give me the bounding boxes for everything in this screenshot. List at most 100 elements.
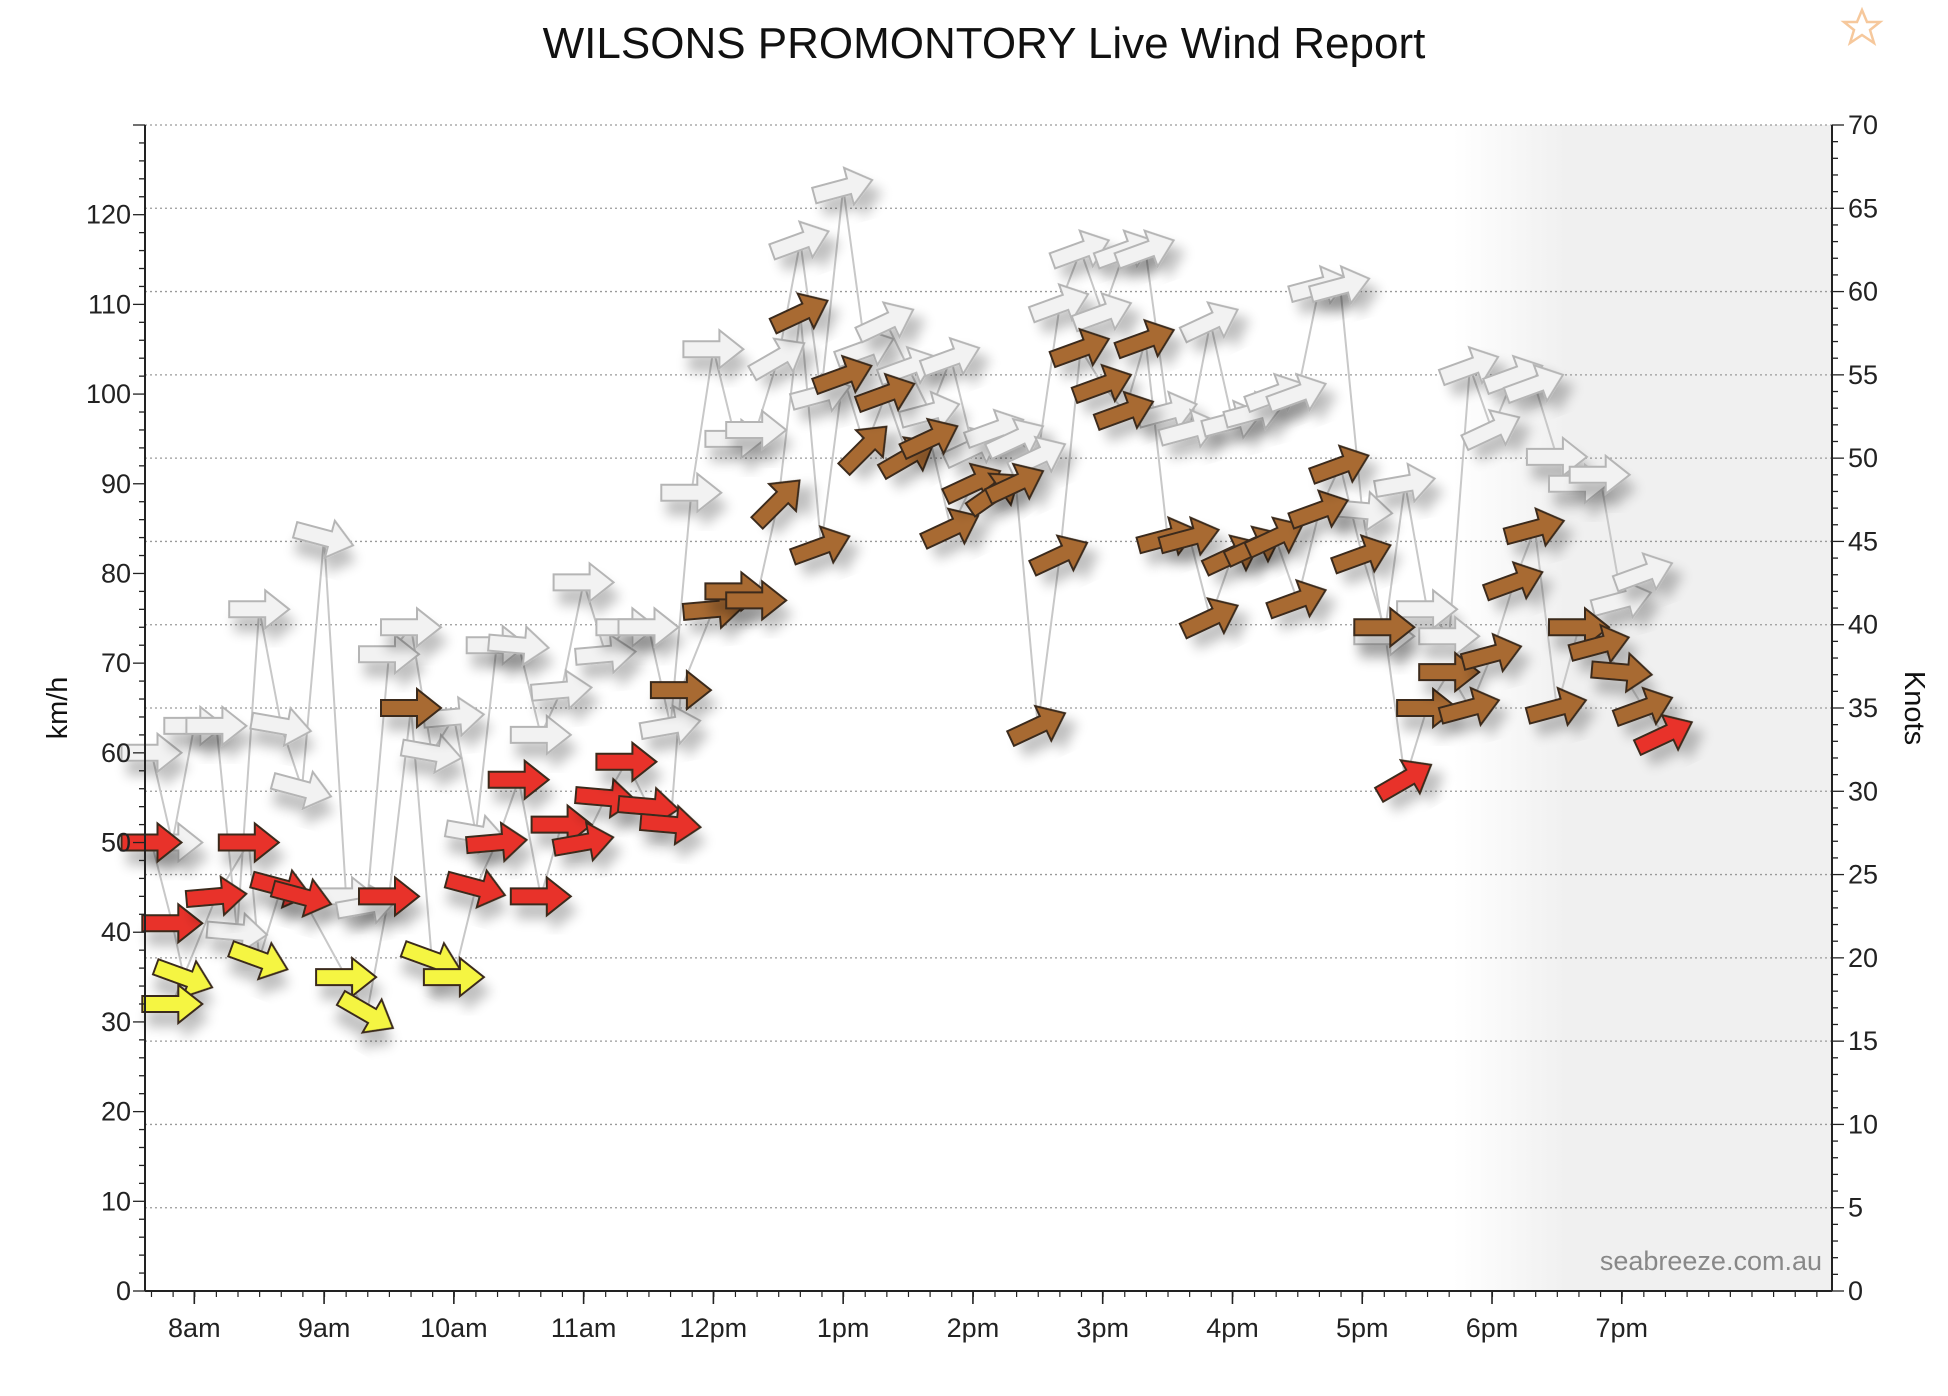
average-arrow <box>1113 318 1176 360</box>
gust-arrow <box>617 606 681 649</box>
average-arrow <box>836 425 888 477</box>
gust-arrow <box>746 337 806 382</box>
y2-tick-label: 35 <box>1848 693 1878 723</box>
average-arrows <box>120 292 1694 1034</box>
y2-tick-label: 20 <box>1848 943 1878 973</box>
y-tick-label: 60 <box>101 738 131 768</box>
average-arrow <box>422 956 486 999</box>
y-tick-label: 90 <box>101 469 131 499</box>
average-arrow <box>380 686 443 730</box>
favorite-star-icon[interactable] <box>1840 6 1884 46</box>
gust-arrow <box>487 624 551 667</box>
gust-arrow <box>1307 264 1371 306</box>
gust-arrow <box>1070 291 1133 333</box>
average-arrow <box>1567 623 1631 665</box>
y-tick-label: 40 <box>101 917 131 947</box>
watermark: seabreeze.com.au <box>1600 1246 1822 1276</box>
y-tick-label: 50 <box>101 828 131 858</box>
average-arrow <box>120 821 184 864</box>
y2-tick-label: 65 <box>1848 193 1878 223</box>
gust-arrow <box>725 408 788 452</box>
average-arrow <box>509 875 573 918</box>
x-tick-label: 7pm <box>1596 1313 1649 1343</box>
average-arrow <box>358 875 421 918</box>
average-arrow <box>269 877 333 919</box>
y-tick-label: 10 <box>101 1186 131 1216</box>
x-tick-label: 12pm <box>680 1313 748 1343</box>
y2-tick-label: 60 <box>1848 277 1878 307</box>
x-tick-label: 9am <box>298 1313 351 1343</box>
average-arrow <box>649 669 713 712</box>
gust-arrow <box>660 471 723 514</box>
gust-arrows <box>120 166 1674 954</box>
gust-arrow <box>682 328 746 371</box>
average-arrow <box>898 417 959 461</box>
average-arrow <box>1437 686 1501 728</box>
y2-tick-label: 50 <box>1848 443 1878 473</box>
average-arrow <box>335 989 395 1034</box>
y-tick-label: 80 <box>101 558 131 588</box>
average-arrow <box>1611 686 1674 728</box>
average-arrow <box>750 479 801 530</box>
gust-arrow <box>228 588 291 631</box>
gust-line <box>150 187 1645 933</box>
average-arrow <box>638 804 703 847</box>
x-tick-label: 5pm <box>1336 1313 1389 1343</box>
average-arrow <box>1353 606 1416 649</box>
y2-tick-label: 30 <box>1848 776 1878 806</box>
average-arrow <box>1459 632 1523 674</box>
y2-tick-label: 5 <box>1848 1193 1863 1223</box>
average-arrow <box>1157 515 1221 557</box>
x-tick-label: 6pm <box>1466 1313 1519 1343</box>
x-tick-label: 1pm <box>817 1313 870 1343</box>
y-tick-label: 110 <box>88 289 131 319</box>
average-arrow <box>226 940 289 981</box>
average-arrow <box>487 758 551 801</box>
gust-arrow <box>205 911 269 954</box>
average-arrow <box>141 902 204 945</box>
gust-arrow <box>120 731 184 774</box>
average-arrow <box>443 868 507 910</box>
average-arrow <box>217 821 281 864</box>
average-arrow <box>1028 534 1089 577</box>
average-arrow <box>1178 597 1240 640</box>
average-arrow <box>465 821 529 864</box>
average-arrow <box>315 956 378 999</box>
y2-tick-label: 40 <box>1848 610 1878 640</box>
gust-arrow <box>269 769 333 811</box>
average-arrow <box>768 292 829 335</box>
average-arrow <box>1048 327 1111 369</box>
gust-arrow <box>1568 453 1632 496</box>
y2-tick-label: 10 <box>1848 1109 1878 1139</box>
gust-arrow <box>291 518 355 560</box>
average-arrow <box>788 525 851 566</box>
y-tick-label: 120 <box>86 200 131 230</box>
average-arrow <box>983 462 1045 506</box>
average-arrow <box>1307 444 1370 485</box>
gust-arrow <box>1373 462 1437 504</box>
average-arrow <box>151 958 214 999</box>
y-tick-label: 70 <box>101 648 131 678</box>
average-arrow <box>595 740 659 783</box>
average-arrow <box>810 354 873 396</box>
x-axis-ticks: 8am 9am 10am 11am 12pm 1pm 2pm 3pm 4pm 5pm 6pm 7pm <box>150 1291 1818 1343</box>
average-arrow <box>1481 560 1544 602</box>
gust-arrow <box>249 706 313 748</box>
y2-tick-label: 0 <box>1848 1276 1863 1306</box>
gust-arrow <box>1418 615 1481 658</box>
average-arrow <box>1265 578 1328 620</box>
average-arrow <box>1373 759 1433 804</box>
average-arrow <box>1502 506 1566 548</box>
average-arrow <box>1092 390 1155 432</box>
x-tick-label: 3pm <box>1076 1313 1129 1343</box>
y2-axis-title: Knots <box>1898 671 1930 745</box>
average-arrow <box>1243 516 1304 559</box>
gust-arrow <box>854 301 915 344</box>
gust-arrow <box>810 166 874 207</box>
average-arrow <box>1632 713 1694 757</box>
gust-arrow <box>1265 372 1328 414</box>
gust-arrow <box>1113 229 1176 270</box>
gust-arrow <box>185 704 249 747</box>
y2-axis-ticks: 0 5 10 15 20 25 30 35 40 45 50 55 60 65 70 <box>1832 110 1878 1306</box>
